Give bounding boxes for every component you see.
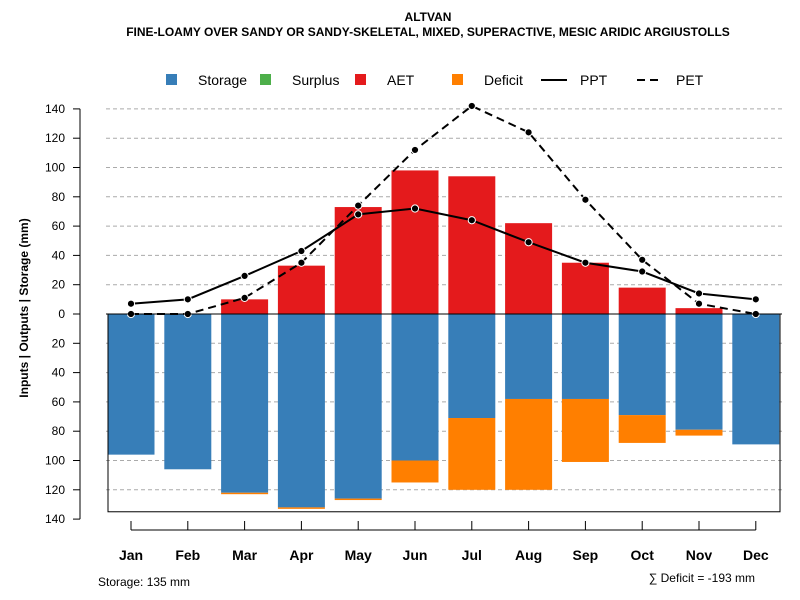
ppt-point <box>751 295 760 304</box>
aet-bar <box>221 299 269 314</box>
storage-bar <box>221 314 269 493</box>
pet-point <box>638 255 647 264</box>
pet-point <box>354 201 363 210</box>
y-tick-label: 80 <box>52 424 66 438</box>
aet-bar <box>277 265 325 314</box>
ppt-point <box>638 267 647 276</box>
lines <box>126 101 760 319</box>
ppt-point <box>524 238 533 247</box>
pet-point <box>240 293 249 302</box>
y-tick-label: 60 <box>52 395 66 409</box>
ppt-point <box>581 258 590 267</box>
y-tick-label: 80 <box>52 190 66 204</box>
deficit-bar <box>391 460 439 483</box>
deficit-bar <box>618 415 666 443</box>
deficit-bar <box>277 507 325 509</box>
y-tick-label: 60 <box>52 219 66 233</box>
aet-bar <box>391 170 439 314</box>
x-tick-label: Nov <box>686 547 713 563</box>
deficit-bar <box>221 492 269 495</box>
legend-swatch <box>166 74 177 85</box>
storage-bar <box>277 314 325 508</box>
storage-bar <box>505 314 553 399</box>
x-tick-label: Jul <box>462 547 482 563</box>
ppt-line <box>130 207 756 305</box>
storage-bar <box>334 314 382 499</box>
ppt-point <box>410 204 420 213</box>
pet-point <box>694 299 704 308</box>
y-tick-label: 140 <box>45 512 65 526</box>
deficit-bar <box>675 429 723 436</box>
storage-bar <box>561 314 609 399</box>
legend-label: AET <box>387 72 415 88</box>
deficit-bar <box>561 398 609 462</box>
legend-swatch <box>260 74 271 85</box>
y-tick-label: 40 <box>52 366 66 380</box>
ppt-point <box>354 210 363 219</box>
y-tick-label: 120 <box>45 131 65 145</box>
storage-bar <box>448 314 496 419</box>
x-tick-label: Apr <box>289 547 314 563</box>
ppt-point <box>467 216 476 225</box>
x-tick-label: Jun <box>403 547 428 563</box>
y-tick-label: 40 <box>52 248 66 262</box>
storage-bar <box>107 314 155 455</box>
y-axis-label: Inputs | Outputs | Storage (mm) <box>17 218 31 397</box>
x-tick-label: May <box>345 547 372 563</box>
x-tick-label: Jan <box>119 547 143 563</box>
legend-label: Storage <box>198 72 247 88</box>
x-tick-label: Oct <box>631 547 655 563</box>
legend-label: PPT <box>580 72 608 88</box>
x-tick-label: Aug <box>515 547 542 563</box>
aet-bar <box>561 262 609 314</box>
x-tick-label: Sep <box>573 547 599 563</box>
x-tick-label: Mar <box>232 547 257 563</box>
deficit-bar <box>334 498 382 501</box>
legend: Storage Surplus AET Deficit PPT PET <box>166 72 704 88</box>
y-tick-label: 100 <box>45 454 65 468</box>
legend-swatch <box>355 74 366 85</box>
deficit-sum-note: ∑ Deficit = -193 mm <box>649 571 755 585</box>
gridlines <box>106 108 782 491</box>
y-tick-label: 120 <box>45 483 65 497</box>
storage-bar <box>618 314 666 416</box>
pet-point <box>524 128 533 137</box>
y-tick-label: 140 <box>45 102 65 116</box>
legend-label: Surplus <box>292 72 339 88</box>
deficit-bar <box>505 398 553 490</box>
aet-bar <box>618 287 666 314</box>
legend-swatch <box>452 74 463 85</box>
legend-label: PET <box>676 72 704 88</box>
aet-bar <box>675 308 723 314</box>
ppt-point <box>694 289 704 298</box>
pet-point <box>297 258 306 267</box>
chart-title: ALTVAN <box>405 10 452 24</box>
axes: 140 120 100 80 60 40 20 0 20 40 60 80 100 120 140 Jan Fe… <box>45 102 782 563</box>
bars <box>107 170 780 509</box>
storage-bar <box>675 314 723 430</box>
ppt-point <box>297 246 306 256</box>
storage-bar <box>732 314 780 445</box>
y-tick-label: 20 <box>52 278 66 292</box>
pet-point <box>410 145 420 155</box>
storage-bar <box>164 314 212 470</box>
pet-point <box>467 101 476 111</box>
y-tick-label: 0 <box>58 307 65 321</box>
storage-note: Storage: 135 mm <box>98 575 190 589</box>
pet-point <box>581 195 590 204</box>
x-tick-label: Dec <box>743 547 769 563</box>
ppt-point <box>240 271 249 281</box>
y-tick-label: 100 <box>45 161 65 175</box>
x-tick-label: Feb <box>175 547 200 563</box>
storage-bar <box>391 314 439 461</box>
legend-label: Deficit <box>484 72 523 88</box>
aet-bar <box>448 176 496 314</box>
y-tick-label: 20 <box>52 336 66 350</box>
deficit-bar <box>448 418 496 490</box>
ppt-point <box>126 299 136 308</box>
pet-line <box>131 104 756 315</box>
chart-subtitle: FINE-LOAMY OVER SANDY OR SANDY-SKELETAL,… <box>126 25 730 39</box>
ppt-point <box>183 295 192 304</box>
